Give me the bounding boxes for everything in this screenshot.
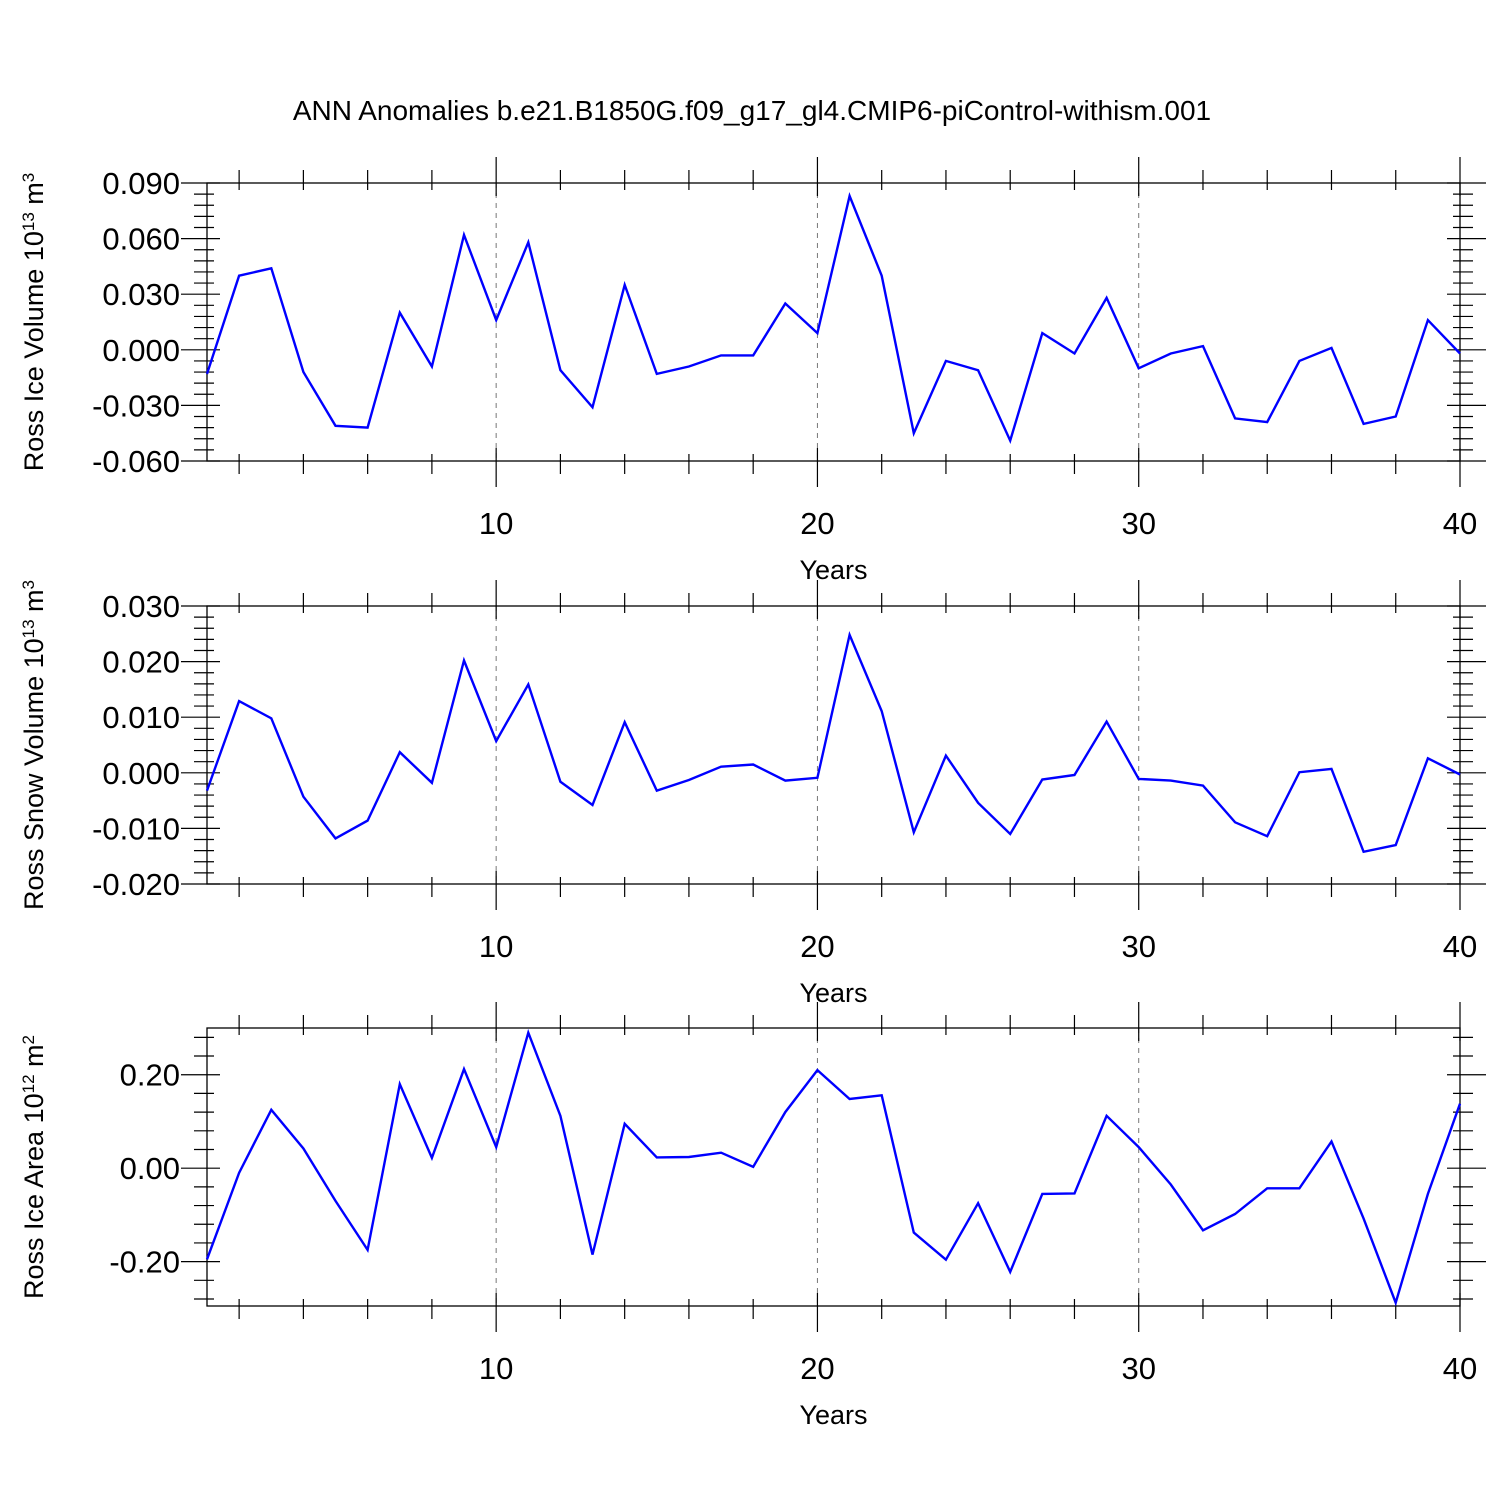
y-axis-label-ylabel: Ross Ice Volume 10 [19, 231, 49, 471]
x-tick-label: 30 [1121, 506, 1155, 541]
x-tick-label: 40 [1443, 506, 1477, 541]
y-tick-label: -0.060 [92, 444, 180, 479]
y-tick-label: -0.20 [109, 1245, 180, 1280]
chart-title: ANN Anomalies b.e21.B1850G.f09_g17_gl4.C… [293, 95, 1211, 126]
y-axis-label-ylabel-exp: 13 [19, 212, 38, 231]
y-axis-label-ylabel-unit-exp: 3 [19, 173, 38, 182]
x-axis-label: Years [799, 1400, 867, 1430]
y-axis-label: Ross Ice Volume 1013 m3 [19, 173, 49, 472]
y-tick-label: -0.020 [92, 867, 180, 902]
plot-frame [206, 182, 1461, 462]
x-tick-label: 10 [479, 506, 513, 541]
y-tick-label: 0.010 [102, 700, 180, 735]
x-tick-label: 20 [800, 1351, 834, 1386]
x-tick-label: 20 [800, 929, 834, 964]
y-axis-label-ylabel: Ross Snow Volume 10 [19, 638, 49, 910]
y-axis-label-ylabel-unit: m [19, 589, 49, 619]
x-tick-label: 30 [1121, 929, 1155, 964]
plot-frame [206, 605, 1461, 885]
y-axis-label: Ross Snow Volume 1013 m3 [19, 580, 49, 910]
plot-frame [206, 1027, 1461, 1307]
y-axis-label-ylabel-unit-exp: 3 [19, 580, 38, 589]
y-tick-label: 0.00 [120, 1151, 180, 1186]
x-tick-label: 40 [1443, 929, 1477, 964]
series-line [205, 1028, 1462, 1307]
x-tick-label: 40 [1443, 1351, 1477, 1386]
y-tick-label: -0.030 [92, 388, 180, 423]
y-axis-label-ylabel: Ross Ice Area 10 [19, 1093, 49, 1299]
y-tick-label: 0.030 [102, 277, 180, 312]
x-tick-label: 10 [479, 929, 513, 964]
x-axis-label: Years [799, 978, 867, 1008]
y-axis-label-ylabel-exp: 12 [19, 1074, 38, 1093]
y-tick-label: 0.060 [102, 222, 180, 257]
y-tick-label: 0.030 [102, 589, 180, 624]
x-axis-label: Years [799, 555, 867, 585]
panels: -0.060 -0.030 0.000 0.030 0.060 0.090 10 20 30 40… [19, 157, 1486, 1430]
y-tick-label: 0.020 [102, 645, 180, 680]
y-tick-label: -0.010 [92, 811, 180, 846]
series-line [205, 630, 1461, 854]
y-axis-label-ylabel-unit: m [19, 182, 49, 212]
chart-panel-2: -0.020 -0.010 0.000 0.010 0.020 0.030 10 20 30 40… [19, 580, 1486, 1008]
y-axis-label-ylabel-unit-exp: 2 [19, 1035, 38, 1044]
y-axis-label-ylabel-unit: m [19, 1044, 49, 1074]
y-tick-label: 0.000 [102, 756, 180, 791]
x-tick-label: 30 [1121, 1351, 1155, 1386]
y-tick-label: 0.090 [102, 166, 180, 201]
x-tick-label: 10 [479, 1351, 513, 1386]
series-line [205, 192, 1461, 445]
x-tick-label: 20 [800, 506, 834, 541]
y-tick-label: 0.20 [120, 1058, 180, 1093]
chart-panel-3: -0.20 0.00 0.20 10 20 30 40 Years Ross Ice Area … [19, 1002, 1486, 1430]
y-tick-label: 0.000 [102, 333, 180, 368]
y-axis-label-ylabel-exp: 13 [19, 619, 38, 638]
chart-panel-1: -0.060 -0.030 0.000 0.030 0.060 0.090 10 20 30 40… [19, 157, 1486, 585]
y-axis-label: Ross Ice Area 1012 m2 [19, 1035, 49, 1299]
